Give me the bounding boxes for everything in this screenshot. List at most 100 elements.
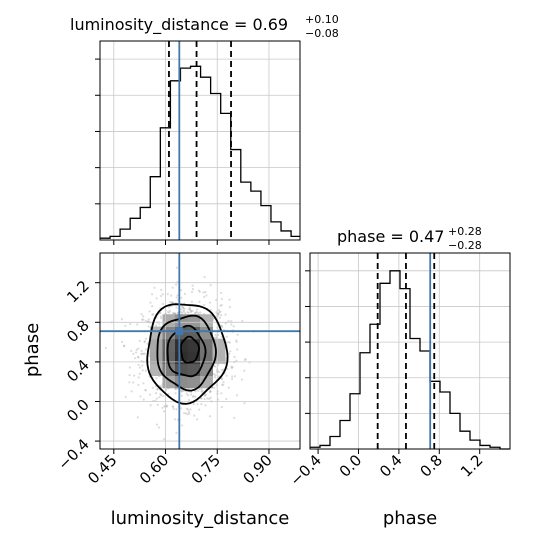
- sample-point: [222, 380, 225, 384]
- sample-point: [162, 410, 166, 413]
- sample-point: [196, 311, 200, 314]
- sample-point: [182, 306, 185, 309]
- sample-point: [193, 414, 196, 417]
- sample-point: [225, 335, 228, 338]
- sample-point: [203, 397, 206, 401]
- sample-point: [129, 322, 132, 326]
- sample-point: [203, 275, 206, 279]
- sample-point: [140, 313, 143, 316]
- sample-point: [180, 390, 183, 393]
- sample-point: [220, 378, 223, 381]
- sample-point: [191, 395, 195, 398]
- sample-point: [144, 319, 147, 322]
- sample-point: [155, 324, 158, 327]
- sample-point: [191, 287, 195, 291]
- sample-point: [130, 390, 133, 393]
- sample-point: [172, 405, 175, 409]
- density-block: [150, 326, 163, 340]
- sample-point: [228, 352, 231, 355]
- sample-point: [158, 323, 161, 326]
- sample-point: [209, 284, 212, 287]
- sample-point: [235, 359, 238, 362]
- sample-point: [187, 308, 190, 311]
- sample-point: [208, 415, 212, 418]
- sample-point: [192, 403, 195, 406]
- sample-point: [174, 312, 177, 315]
- sample-point: [184, 312, 187, 315]
- sample-point: [217, 308, 220, 312]
- sample-point: [236, 333, 239, 336]
- sample-point: [198, 290, 202, 293]
- sample-point: [182, 389, 185, 393]
- sample-point: [173, 418, 177, 421]
- sample-point: [142, 352, 145, 356]
- sample-point: [230, 320, 233, 323]
- sample-point: [208, 301, 212, 304]
- sample-point: [189, 310, 193, 314]
- sample-point: [186, 394, 190, 397]
- sample-point: [165, 405, 168, 408]
- sample-point: [181, 424, 184, 427]
- sample-point: [182, 310, 186, 313]
- sample-point: [176, 294, 179, 297]
- sample-point: [219, 310, 222, 314]
- sample-point: [128, 366, 131, 369]
- sample-point: [161, 293, 164, 296]
- sample-point: [214, 333, 217, 337]
- sample-point: [175, 266, 178, 269]
- title-luminosity-distance-sup: +0.10: [305, 13, 339, 26]
- sample-point: [123, 344, 126, 347]
- sample-point: [180, 296, 183, 299]
- sample-point: [209, 390, 212, 393]
- sample-point: [171, 286, 174, 289]
- sample-point: [138, 339, 141, 343]
- sample-point: [219, 291, 223, 295]
- sample-point: [230, 365, 233, 368]
- sample-point: [142, 318, 145, 321]
- sample-point: [179, 407, 183, 410]
- sample-point: [151, 293, 154, 296]
- sample-point: [225, 374, 228, 377]
- sample-point: [217, 312, 220, 315]
- sample-point: [194, 312, 197, 315]
- sample-point: [209, 396, 212, 399]
- sample-point: [226, 367, 229, 370]
- sample-point: [137, 356, 140, 359]
- sample-point: [196, 403, 199, 406]
- sample-point: [138, 366, 142, 369]
- sample-point: [241, 319, 244, 323]
- density-block: [200, 363, 213, 376]
- sample-point: [160, 394, 163, 397]
- sample-point: [171, 301, 174, 304]
- sample-point: [147, 325, 150, 328]
- sample-point: [149, 404, 152, 407]
- sample-point: [171, 405, 174, 408]
- sample-point: [175, 408, 178, 411]
- sample-point: [139, 395, 142, 398]
- sample-point: [192, 395, 195, 398]
- sample-point: [203, 303, 206, 307]
- sample-point: [235, 340, 238, 344]
- sample-point: [144, 389, 147, 392]
- sample-point: [228, 298, 231, 301]
- sample-point: [172, 407, 175, 411]
- sample-point: [132, 381, 135, 384]
- density-block: [150, 351, 163, 364]
- sample-point: [182, 309, 185, 312]
- sample-point: [217, 312, 220, 316]
- sample-point: [104, 346, 107, 350]
- sample-point: [200, 390, 203, 393]
- sample-point: [220, 304, 223, 307]
- sample-point: [227, 319, 230, 322]
- sample-point: [204, 393, 207, 396]
- sample-point: [163, 405, 166, 408]
- sample-point: [155, 423, 159, 426]
- sample-point: [159, 315, 162, 318]
- sample-point: [175, 306, 178, 309]
- density-block: [187, 314, 201, 327]
- sample-point: [144, 348, 148, 351]
- sample-point: [120, 318, 123, 321]
- sample-point: [217, 314, 220, 317]
- sample-point: [165, 404, 168, 407]
